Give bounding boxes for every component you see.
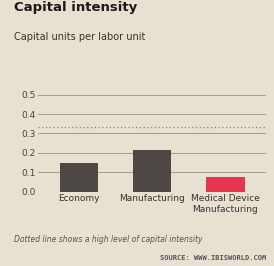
Text: Capital units per labor unit: Capital units per labor unit bbox=[14, 32, 145, 42]
Text: SOURCE: WWW.IBISWORLD.COM: SOURCE: WWW.IBISWORLD.COM bbox=[159, 255, 266, 261]
Text: Capital intensity: Capital intensity bbox=[14, 1, 137, 14]
Bar bbox=[60, 164, 98, 192]
Bar bbox=[133, 150, 171, 192]
Text: Dotted line shows a high level of capital intensity: Dotted line shows a high level of capita… bbox=[14, 235, 202, 244]
Bar bbox=[206, 177, 244, 192]
